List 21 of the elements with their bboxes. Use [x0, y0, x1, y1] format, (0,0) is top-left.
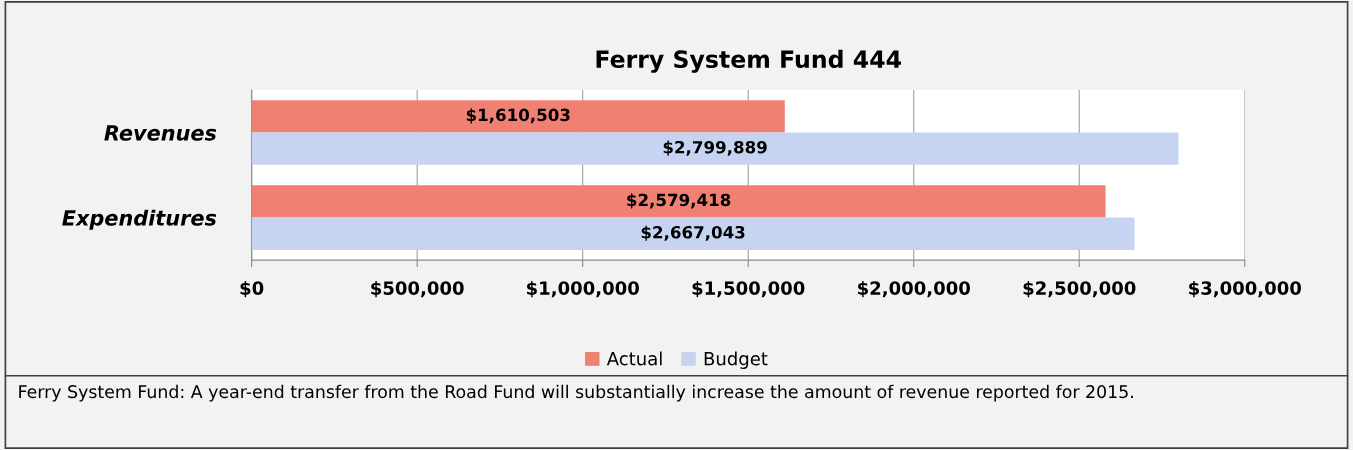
x-tick-label: $2,500,000	[1023, 280, 1136, 298]
y-tick-label: Revenues	[104, 125, 217, 141]
bar	[251, 132, 1179, 165]
legend-label: Budget	[704, 351, 768, 369]
chart-title: Ferry System Fund 444	[596, 49, 901, 73]
x-tick-label: $3,000,000	[1189, 280, 1302, 298]
bar	[251, 185, 1106, 218]
bar	[251, 100, 785, 133]
data-label: $1,610,503	[466, 108, 570, 124]
x-tick-label: $1,000,000	[526, 280, 639, 298]
x-tick-label: $2,000,000	[858, 280, 970, 298]
data-label: $2,579,418	[627, 193, 731, 209]
y-tick-label: Expenditures	[62, 209, 217, 230]
data-label: $2,799,889	[663, 140, 767, 156]
data-label: $2,667,043	[641, 225, 745, 241]
x-tick-label: $1,500,000	[692, 280, 805, 298]
x-tick-label: $500,000	[371, 280, 464, 298]
x-tick-label: $0	[240, 280, 264, 298]
bar	[251, 217, 1135, 250]
text: Ferry System Fund: A year-end transfer from the Road Fund will substantially increase the amount of revenue reported for 2015.	[19, 384, 1133, 402]
legend-label: Actual	[606, 351, 662, 366]
